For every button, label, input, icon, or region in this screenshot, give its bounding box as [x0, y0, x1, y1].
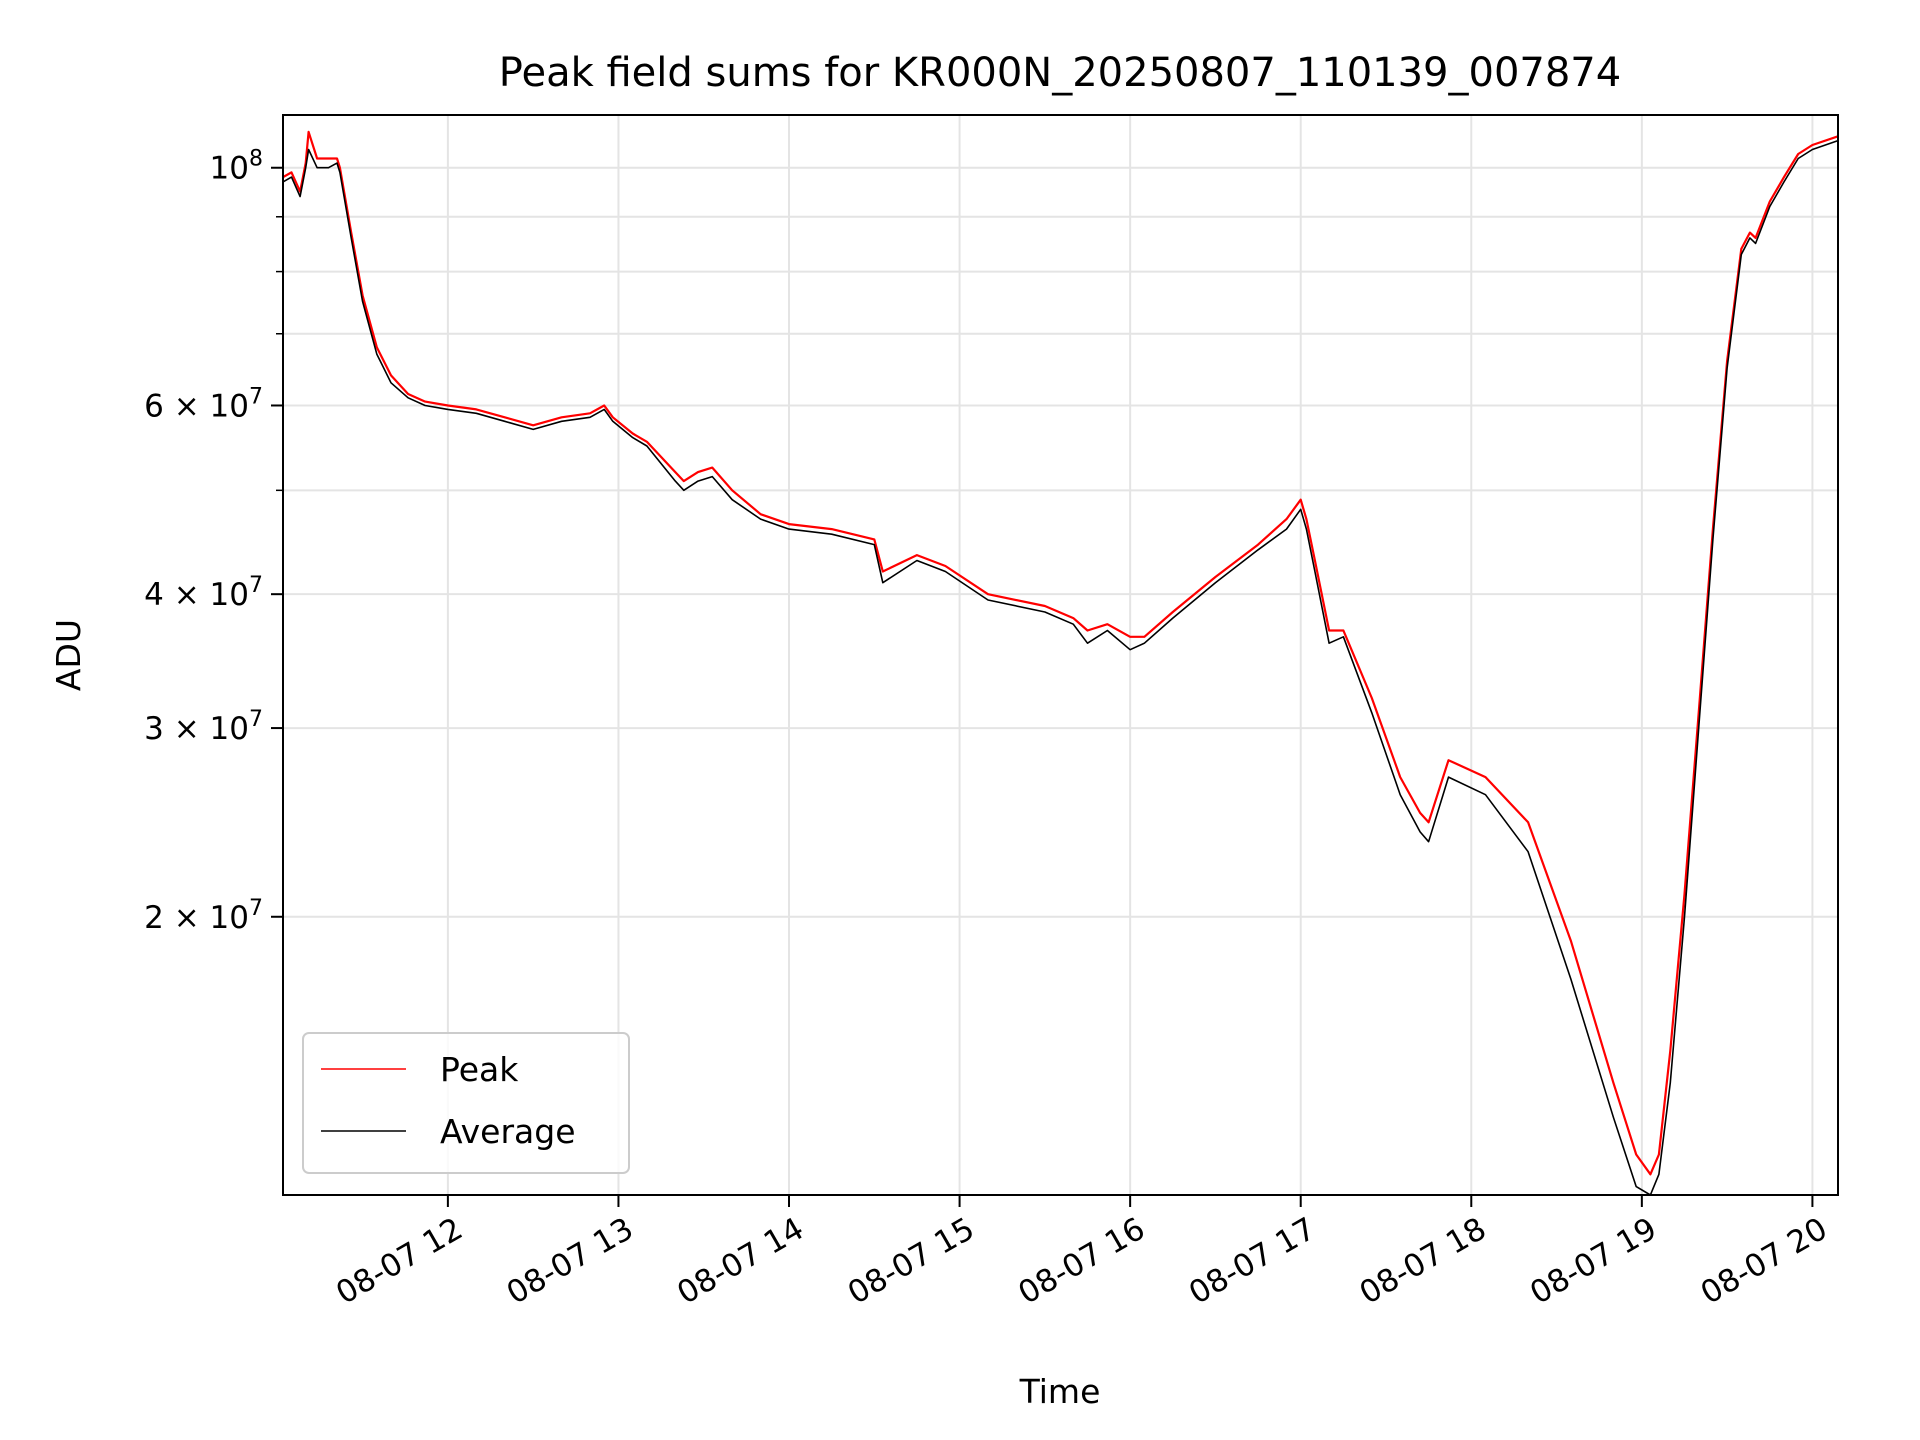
plot-series — [282, 130, 1839, 1196]
legend-box — [302, 1032, 630, 1174]
plot-frame — [282, 114, 1839, 1196]
grid — [283, 115, 1838, 1195]
y-tick-label: 2 × 107 — [144, 896, 263, 936]
legend: Peak Average — [302, 1032, 630, 1174]
legend-average-label: Average — [440, 1112, 576, 1151]
legend-peak-label: Peak — [440, 1050, 519, 1089]
chart-title: Peak field sums for KR000N_20250807_1101… — [499, 50, 1621, 96]
y-tick-label: 108 — [210, 147, 263, 187]
series-line-peak — [282, 130, 1839, 1176]
x-axis-label: Time — [1019, 1372, 1101, 1411]
series-line-average — [282, 139, 1839, 1196]
y-tick-label: 4 × 107 — [144, 573, 263, 613]
y-tick-label: 6 × 107 — [144, 384, 263, 424]
y-axis-label: ADU — [49, 619, 88, 691]
y-tick-label: 3 × 107 — [144, 707, 263, 747]
